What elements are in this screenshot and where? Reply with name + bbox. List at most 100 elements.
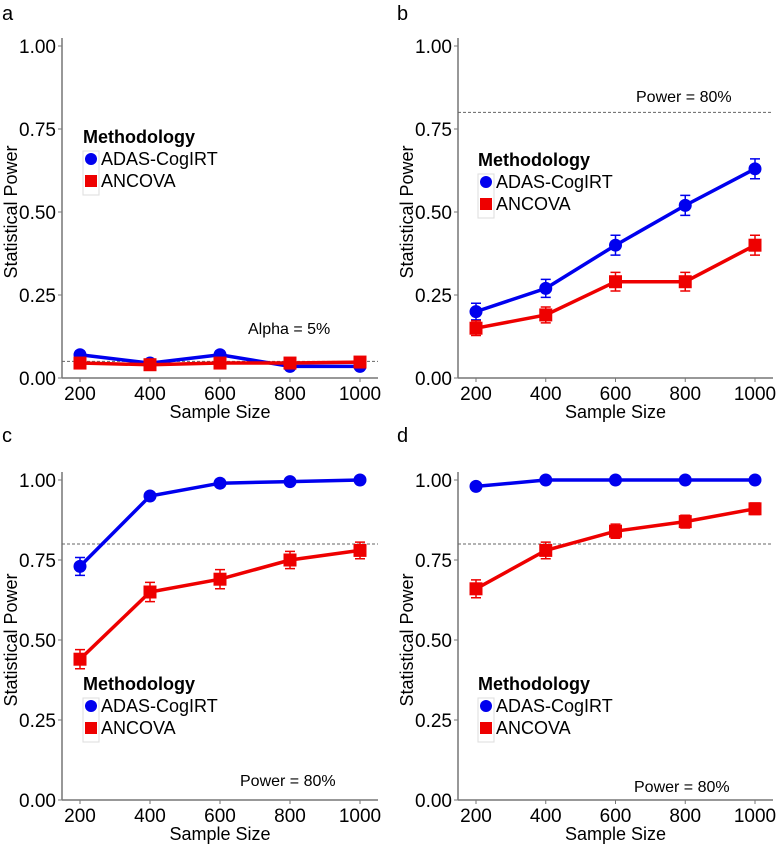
data-point (213, 476, 227, 490)
y-tick-label: 0.00 (415, 791, 452, 812)
legend-marker-circle (480, 176, 492, 188)
y-axis-title: Statistical Power (397, 145, 417, 278)
panel-b: b 0.00 0.25 0.50 0.75 1.00 200 400 600 800 1000 Sam… (397, 3, 776, 422)
series-line-ANCOVA (475, 507, 756, 591)
y-axis-title: Statistical Power (1, 145, 21, 278)
reference-line-label: Power = 80% (240, 773, 336, 790)
x-tick-label: 600 (204, 806, 236, 827)
y-tick-label: 0.25 (415, 286, 452, 307)
data-point (283, 356, 297, 370)
x-axis-title: Sample Size (565, 824, 666, 844)
legend-title: Methodology (83, 127, 195, 147)
data-point (609, 275, 622, 289)
legend-item-label: ANCOVA (496, 718, 571, 738)
panel-label: b (397, 3, 408, 25)
legend-item-label: ADAS-CogIRT (101, 149, 218, 169)
x-tick-label: 1000 (339, 806, 381, 827)
x-tick-label: 800 (669, 806, 701, 827)
data-point (143, 358, 157, 372)
y-tick-label: 0.75 (415, 551, 452, 572)
data-point (539, 308, 553, 322)
panel-a: a 0.00 0.25 0.50 0.75 1.00 200 400 600 800 1000 Sam… (1, 3, 381, 422)
data-point (213, 572, 227, 586)
x-tick-label: 1000 (339, 384, 381, 405)
y-tick-label: 1.00 (415, 37, 452, 58)
legend-item-label: ANCOVA (496, 194, 571, 214)
y-tick-label: 0.00 (19, 369, 56, 390)
legend-item-label: ADAS-CogIRT (101, 696, 218, 716)
legend-key-box (477, 697, 495, 743)
panel-label: a (2, 3, 14, 25)
data-point (539, 281, 553, 295)
y-tick-label: 1.00 (415, 471, 452, 492)
x-axis-title: Sample Size (169, 824, 270, 844)
x-tick-label: 600 (204, 384, 236, 405)
reference-line-label: Alpha = 5% (248, 321, 330, 338)
data-point (283, 475, 297, 489)
x-axis-title: Sample Size (169, 402, 270, 422)
panel-c: c 0.00 0.25 0.50 0.75 1.00 200 400 600 800 1000 Sam… (1, 425, 381, 844)
data-point (748, 473, 762, 487)
legend-key-box (82, 697, 100, 743)
y-tick-label: 0.75 (19, 551, 56, 572)
y-tick-label: 0.00 (19, 791, 56, 812)
data-point (283, 553, 297, 567)
x-tick-label: 400 (134, 806, 166, 827)
x-tick-label: 200 (460, 384, 492, 405)
data-point (609, 238, 622, 252)
data-point (609, 473, 622, 487)
legend-key-box (82, 150, 100, 196)
data-point (73, 652, 87, 666)
data-point (143, 585, 157, 599)
legend-marker-square (85, 722, 97, 734)
panel-d: d 0.00 0.25 0.50 0.75 1.00 200 400 600 800 1000 Sam… (397, 425, 776, 844)
legend-item-label: ADAS-CogIRT (496, 172, 613, 192)
x-tick-label: 400 (134, 384, 166, 405)
y-axis-title: Statistical Power (397, 573, 417, 706)
legend-marker-circle (85, 153, 97, 165)
x-tick-label: 400 (530, 384, 562, 405)
x-tick-label: 200 (460, 806, 492, 827)
data-point (73, 559, 87, 573)
panel-label: c (2, 425, 12, 447)
data-point (353, 355, 367, 369)
data-point (73, 356, 87, 370)
y-tick-label: 0.50 (19, 203, 56, 224)
reference-line-label: Power = 80% (636, 89, 732, 106)
x-tick-label: 400 (530, 806, 562, 827)
reference-line-label: Power = 80% (634, 779, 730, 796)
legend-title: Methodology (478, 674, 590, 694)
data-point (678, 515, 692, 529)
x-tick-label: 1000 (734, 384, 776, 405)
legend-marker-square (480, 722, 492, 734)
legend-marker-circle (480, 700, 492, 712)
data-point (353, 473, 367, 487)
data-point (469, 321, 483, 335)
y-tick-label: 0.50 (415, 203, 452, 224)
x-axis-title: Sample Size (565, 402, 666, 422)
series-line-ADAS-CogIRT (78, 478, 361, 568)
legend-item-label: ADAS-CogIRT (496, 696, 613, 716)
y-tick-label: 0.25 (19, 711, 56, 732)
legend-title: Methodology (478, 150, 590, 170)
y-tick-label: 0.75 (415, 120, 452, 141)
y-tick-label: 0.50 (19, 631, 56, 652)
y-tick-label: 1.00 (19, 37, 56, 58)
data-point (748, 162, 762, 176)
data-point (469, 479, 483, 493)
data-point (143, 489, 157, 503)
y-tick-label: 0.25 (19, 286, 56, 307)
legend-item-label: ANCOVA (101, 171, 176, 191)
data-point (678, 198, 692, 212)
x-tick-label: 800 (274, 384, 306, 405)
x-tick-label: 800 (669, 384, 701, 405)
data-point (469, 305, 483, 319)
series-line-ANCOVA (78, 548, 361, 661)
x-tick-label: 1000 (734, 806, 776, 827)
data-point (609, 524, 622, 538)
legend-title: Methodology (83, 674, 195, 694)
data-point (539, 473, 553, 487)
legend-item-label: ANCOVA (101, 718, 176, 738)
y-axis-title: Statistical Power (1, 573, 21, 706)
